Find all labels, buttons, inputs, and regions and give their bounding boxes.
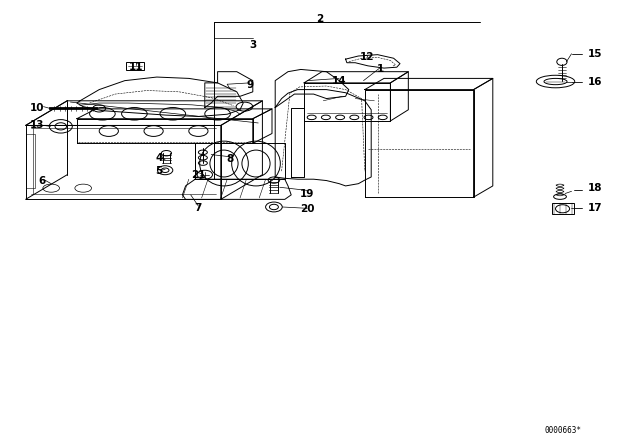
- Bar: [552, 203, 574, 214]
- Text: 13: 13: [30, 121, 44, 130]
- Text: 10: 10: [30, 103, 44, 112]
- Text: 2: 2: [316, 14, 324, 24]
- Text: 15: 15: [588, 49, 602, 59]
- Text: 20: 20: [300, 204, 314, 214]
- Text: 5: 5: [155, 166, 163, 176]
- Text: 7: 7: [195, 203, 202, 213]
- Text: 12: 12: [360, 52, 374, 62]
- Text: 3: 3: [249, 40, 257, 50]
- Text: 14: 14: [332, 76, 346, 86]
- Text: 11: 11: [129, 62, 143, 72]
- Text: 17: 17: [588, 203, 602, 213]
- Text: 1: 1: [377, 65, 385, 74]
- Text: 4: 4: [155, 153, 163, 163]
- Text: 9: 9: [246, 80, 253, 90]
- Text: 6: 6: [38, 177, 45, 186]
- Bar: [126, 62, 144, 70]
- Text: 21: 21: [191, 170, 205, 180]
- Text: 8: 8: [227, 154, 234, 164]
- Text: 0000663*: 0000663*: [545, 426, 582, 435]
- Text: 18: 18: [588, 183, 602, 193]
- Text: 19: 19: [300, 189, 314, 198]
- Text: 16: 16: [588, 77, 602, 86]
